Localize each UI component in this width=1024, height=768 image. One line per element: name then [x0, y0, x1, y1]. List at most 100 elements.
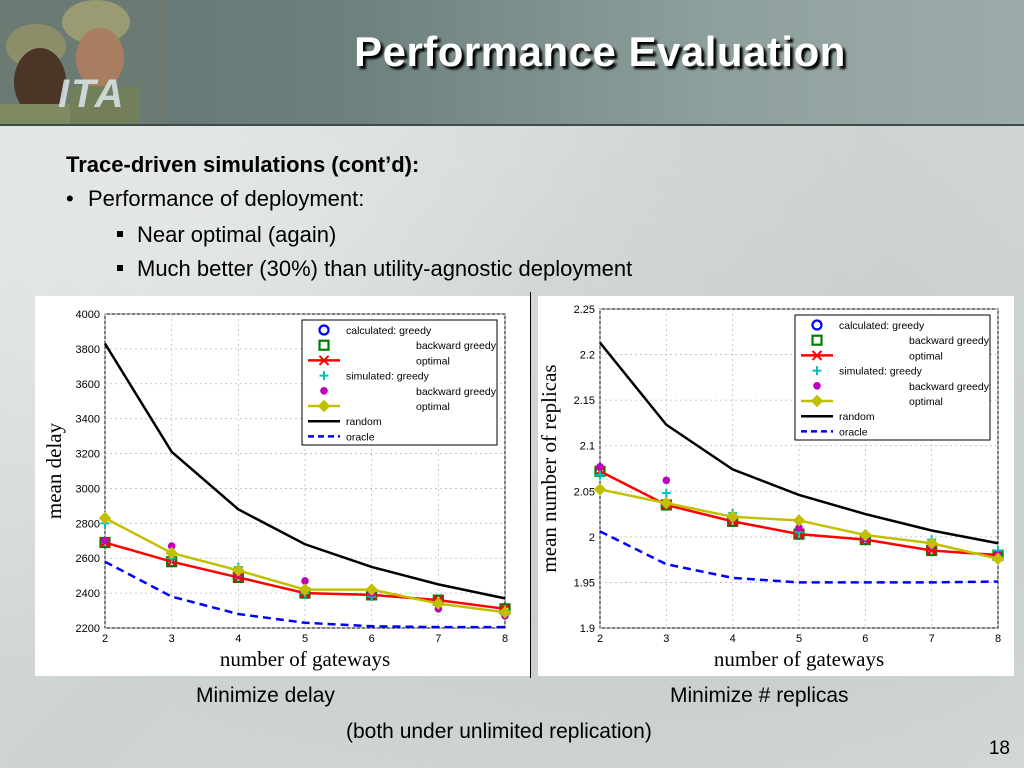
delay-chart: 2 3 4 5 6 7 8 2200 2400 2600 2800 3000 3200 3400 3600 3… — [42, 309, 512, 671]
legend-label: simulated: greedy — [346, 371, 430, 383]
data-point — [726, 510, 739, 524]
legend-label: random — [346, 416, 382, 428]
legend-marker — [811, 350, 823, 361]
y-axis-title: mean number of replicas — [538, 364, 561, 572]
legend-label: oracle — [839, 426, 868, 438]
y-tick-label: 2.1 — [580, 441, 595, 453]
legend-label: simulated: greedy — [839, 366, 923, 378]
legend-label: oracle — [346, 431, 375, 443]
section-heading: Trace-driven simulations (cont’d): — [66, 152, 420, 177]
x-tick-label: 4 — [235, 633, 241, 645]
data-point — [859, 528, 872, 542]
slide-header: ITA Performance Evaluation — [0, 0, 1024, 126]
y-tick-label: 2600 — [76, 553, 100, 565]
y-tick-label: 3800 — [76, 344, 100, 356]
series-group — [98, 511, 512, 619]
legend-marker — [318, 355, 330, 366]
x-tick-label: 2 — [597, 633, 603, 645]
legend-label: optimal — [416, 401, 450, 413]
y-tick-label: 2.15 — [574, 395, 595, 407]
bullet-marker: • — [66, 186, 74, 211]
data-point — [662, 476, 671, 485]
sub-bullet-item: Near optimal (again) — [117, 222, 336, 248]
data-point — [925, 537, 938, 550]
legend-label: backward greedy — [416, 386, 497, 398]
data-point — [660, 496, 673, 510]
y-tick-label: 1.95 — [574, 577, 595, 589]
x-tick-label: 3 — [663, 633, 669, 645]
bullet-text: Performance of deployment: — [88, 186, 365, 211]
data-point — [167, 542, 176, 550]
legend-label: optimal — [909, 396, 943, 408]
slide-title: Performance Evaluation — [354, 28, 846, 75]
data-point — [432, 597, 445, 610]
y-tick-label: 2.25 — [574, 304, 595, 316]
y-tick-label: 2.05 — [574, 486, 595, 498]
soldiers-photo — [0, 0, 170, 124]
data-point — [101, 536, 109, 545]
data-point — [298, 583, 312, 596]
y-tick-label: 1.9 — [580, 623, 595, 635]
legend-label: backward greedy — [909, 335, 990, 347]
x-tick-label: 4 — [730, 633, 736, 645]
y-tick-label: 3600 — [76, 379, 100, 391]
replicas-chart: 2 3 4 5 6 7 8 1.9 1.95 2 2.05 2.1 2.15 2.2 2.25 number … — [537, 304, 1005, 671]
legend-marker — [318, 339, 330, 351]
legend-box — [301, 319, 498, 446]
caption-bottom: (both under unlimited replication) — [346, 720, 652, 743]
sub-bullet-text: Much better (30%) than utility-agnostic … — [137, 256, 633, 281]
series-line — [103, 342, 506, 600]
ita-logo-text: ITA — [58, 72, 126, 116]
y-tick-label: 4000 — [76, 309, 100, 321]
x-axis-title: number of gateways — [220, 647, 390, 671]
legend-marker — [317, 399, 331, 413]
data-point — [498, 606, 512, 619]
y-tick-label: 3000 — [76, 483, 100, 495]
legend-marker — [318, 324, 330, 336]
sub-bullet-text: Near optimal (again) — [137, 222, 337, 247]
chart-legend: calculated: greedy backward greedy optimal… — [794, 314, 991, 441]
x-tick-label: 8 — [502, 633, 508, 645]
series-group — [103, 342, 506, 600]
series-line — [599, 530, 999, 584]
caption-right: Minimize # replicas — [670, 684, 849, 707]
y-tick-label: 2800 — [76, 518, 100, 530]
replicas-chart-panel: 2 3 4 5 6 7 8 1.9 1.95 2 2.05 2.1 2.15 2.2 2.25 number … — [537, 296, 1014, 676]
chart-divider — [530, 292, 531, 678]
delay-chart-panel: 2 3 4 5 6 7 8 2200 2400 2600 2800 3000 3200 3400 3600 3… — [35, 296, 530, 676]
legend-marker — [813, 382, 821, 390]
legend-box — [794, 314, 991, 441]
y-tick-label: 3200 — [76, 449, 100, 461]
series-group — [104, 560, 505, 629]
data-point — [991, 552, 1005, 565]
y-axis-title: mean delay — [42, 422, 66, 519]
data-point — [661, 488, 671, 498]
series-group — [599, 341, 999, 545]
legend-marker — [320, 387, 328, 395]
x-axis-title: number of gateways — [714, 647, 884, 671]
series-group — [599, 530, 999, 584]
data-point — [365, 583, 378, 596]
sub-bullet-item: Much better (30%) than utility-agnostic … — [117, 256, 632, 282]
bullet-item: • Performance of deployment: — [66, 186, 364, 212]
x-tick-label: 5 — [302, 633, 308, 645]
legend-label: random — [839, 411, 875, 423]
x-tick-label: 7 — [435, 633, 441, 645]
series-line — [599, 341, 999, 545]
data-point — [232, 564, 245, 577]
legend-marker — [811, 334, 823, 346]
legend-marker — [810, 394, 824, 408]
x-tick-label: 6 — [369, 633, 375, 645]
x-tick-label: 6 — [862, 633, 868, 645]
x-tick-label: 2 — [102, 633, 108, 645]
square-bullet-icon — [117, 231, 123, 238]
series-group — [593, 483, 1005, 565]
legend-marker — [319, 371, 329, 381]
legend-label: backward greedy — [416, 340, 497, 352]
x-tick-label: 7 — [929, 633, 935, 645]
legend-label: backward greedy — [909, 381, 990, 393]
legend-label: optimal — [416, 355, 450, 367]
x-tick-label: 8 — [995, 633, 1001, 645]
data-point — [595, 470, 605, 480]
square-bullet-icon — [117, 265, 123, 272]
